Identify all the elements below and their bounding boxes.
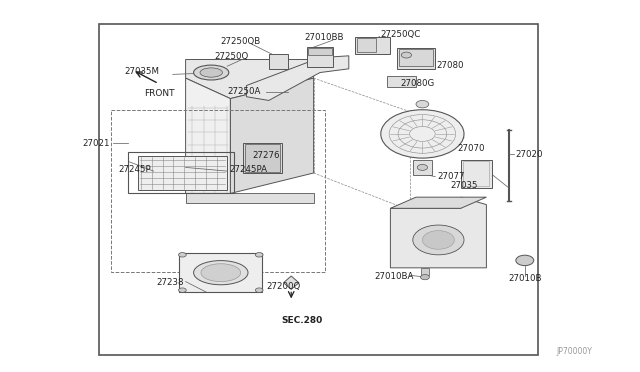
Bar bbox=[308, 48, 332, 55]
Text: 27010B: 27010B bbox=[509, 274, 542, 283]
Bar bbox=[413, 160, 432, 175]
Ellipse shape bbox=[201, 264, 241, 282]
Circle shape bbox=[516, 255, 534, 266]
Circle shape bbox=[401, 52, 412, 58]
Text: 27010BB: 27010BB bbox=[304, 33, 344, 42]
Text: 27250A: 27250A bbox=[227, 87, 260, 96]
Bar bbox=[111, 110, 325, 272]
Text: JP70000Y: JP70000Y bbox=[557, 347, 593, 356]
Circle shape bbox=[179, 253, 186, 257]
Bar bbox=[397, 48, 435, 69]
Text: 27077: 27077 bbox=[437, 172, 465, 181]
Polygon shape bbox=[284, 276, 299, 289]
Bar bbox=[269, 54, 288, 69]
Circle shape bbox=[255, 253, 263, 257]
Text: 27250Q: 27250Q bbox=[214, 52, 249, 61]
Ellipse shape bbox=[200, 68, 223, 77]
Polygon shape bbox=[246, 56, 349, 100]
Polygon shape bbox=[186, 78, 230, 193]
Text: 27276: 27276 bbox=[253, 151, 280, 160]
Text: 27010BA: 27010BA bbox=[374, 272, 414, 280]
Bar bbox=[245, 144, 280, 172]
Bar bbox=[186, 193, 314, 203]
Text: 27035M: 27035M bbox=[125, 67, 160, 76]
Bar bbox=[128, 152, 234, 193]
Bar bbox=[421, 268, 429, 275]
Bar bbox=[355, 37, 390, 54]
Circle shape bbox=[413, 225, 464, 255]
Text: 27200Q: 27200Q bbox=[266, 282, 301, 291]
Circle shape bbox=[179, 288, 186, 292]
Circle shape bbox=[255, 288, 263, 292]
Text: 27020: 27020 bbox=[515, 150, 543, 159]
Bar bbox=[99, 24, 538, 355]
Text: 27035: 27035 bbox=[450, 182, 477, 190]
Text: 27250QB: 27250QB bbox=[221, 37, 261, 46]
Text: 27245P: 27245P bbox=[118, 165, 151, 174]
Text: 27238: 27238 bbox=[157, 278, 184, 287]
Polygon shape bbox=[186, 60, 314, 99]
Circle shape bbox=[417, 164, 428, 170]
Ellipse shape bbox=[194, 65, 229, 80]
Text: SEC.280: SEC.280 bbox=[282, 316, 323, 325]
Bar bbox=[387, 76, 416, 87]
Text: 27245PA: 27245PA bbox=[229, 165, 267, 174]
Text: 27250QC: 27250QC bbox=[381, 30, 421, 39]
Bar bbox=[307, 46, 333, 67]
Circle shape bbox=[381, 110, 464, 158]
Polygon shape bbox=[390, 197, 486, 208]
Polygon shape bbox=[230, 78, 314, 193]
Bar bbox=[357, 38, 376, 52]
Bar bbox=[138, 156, 227, 190]
Circle shape bbox=[422, 231, 454, 249]
Bar bbox=[461, 160, 492, 188]
Bar bbox=[179, 253, 262, 292]
Text: 27070: 27070 bbox=[457, 144, 484, 153]
Bar bbox=[463, 161, 489, 186]
Text: 27080G: 27080G bbox=[400, 79, 435, 88]
Polygon shape bbox=[390, 197, 486, 268]
Ellipse shape bbox=[193, 260, 248, 285]
Bar bbox=[399, 49, 433, 66]
Bar bbox=[243, 143, 282, 173]
Text: 27080: 27080 bbox=[436, 61, 464, 70]
Text: FRONT: FRONT bbox=[144, 89, 175, 97]
Circle shape bbox=[420, 275, 429, 280]
Text: 27021: 27021 bbox=[83, 139, 110, 148]
Circle shape bbox=[416, 100, 429, 108]
